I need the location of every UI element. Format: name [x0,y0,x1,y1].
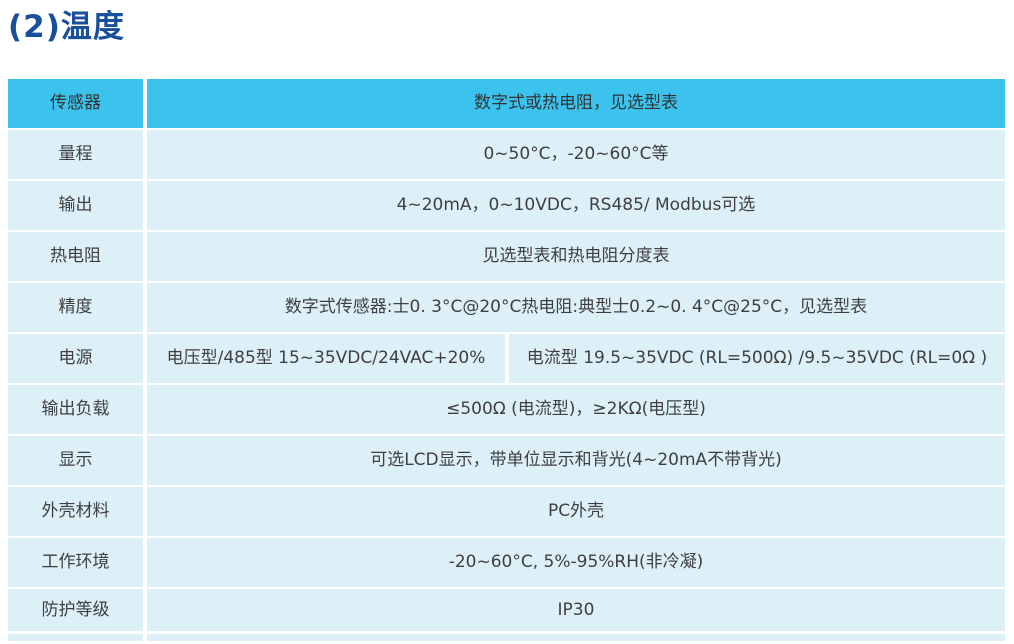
table-row: 量程 0~50°C，-20~60°C等 [8,130,1005,179]
spec-table: 传感器 数字式或热电阻，见选型表 量程 0~50°C，-20~60°C等 输出 4~20m… [8,79,1005,631]
table-row: 精度 数字式传感器:士0. 3°C@20°C热电阻:典型士0.2~0. 4°C@2… [8,283,1005,332]
table-row: 工作环境 -20~60°C, 5%-95%RH(非冷凝) [8,538,1005,587]
partial-label-cell [8,634,143,641]
row-label: 输出负载 [8,385,143,434]
table-row: 传感器 数字式或热电阻，见选型表 [8,79,1005,128]
row-value: ≤500Ω (电流型)，≥2KΩ(电压型) [147,385,1005,434]
row-label: 输出 [8,181,143,230]
table-row: 显示 可选LCD显示，带单位显示和背光(4~20mA不带背光) [8,436,1005,485]
table-row: 电源 电压型/485型 15~35VDC/24VAC+20% 电流型 19.5~35… [8,334,1005,383]
row-label: 热电阻 [8,232,143,281]
table-row: 热电阻 见选型表和热电阻分度表 [8,232,1005,281]
row-value: 可选LCD显示，带单位显示和背光(4~20mA不带背光) [147,436,1005,485]
table-row: 输出负载 ≤500Ω (电流型)，≥2KΩ(电压型) [8,385,1005,434]
row-value: 电压型/485型 15~35VDC/24VAC+20% [147,334,505,383]
row-value: 0~50°C，-20~60°C等 [147,130,1005,179]
row-value: 见选型表和热电阻分度表 [147,232,1005,281]
row-value: -20~60°C, 5%-95%RH(非冷凝) [147,538,1005,587]
row-value: PC外壳 [147,487,1005,536]
row-label: 显示 [8,436,143,485]
page-title: (2)温度 [8,9,125,45]
row-label: 电源 [8,334,143,383]
row-value: 数字式或热电阻，见选型表 [147,79,1005,128]
row-value: IP30 [147,589,1005,631]
row-label: 量程 [8,130,143,179]
row-label: 精度 [8,283,143,332]
partial-value-cell [147,634,1005,641]
row-value: 电流型 19.5~35VDC (RL=500Ω) /9.5~35VDC (RL=… [509,334,1005,383]
row-label: 传感器 [8,79,143,128]
row-label: 工作环境 [8,538,143,587]
row-value: 4~20mA，0~10VDC，RS485/ Modbus可选 [147,181,1005,230]
row-value: 数字式传感器:士0. 3°C@20°C热电阻:典型士0.2~0. 4°C@25°… [147,283,1005,332]
table-row: 外壳材料 PC外壳 [8,487,1005,536]
table-row: 防护等级 IP30 [8,589,1005,631]
table-row-partial [8,634,1005,641]
row-label: 外壳材料 [8,487,143,536]
table-row: 输出 4~20mA，0~10VDC，RS485/ Modbus可选 [8,181,1005,230]
row-label: 防护等级 [8,589,143,631]
